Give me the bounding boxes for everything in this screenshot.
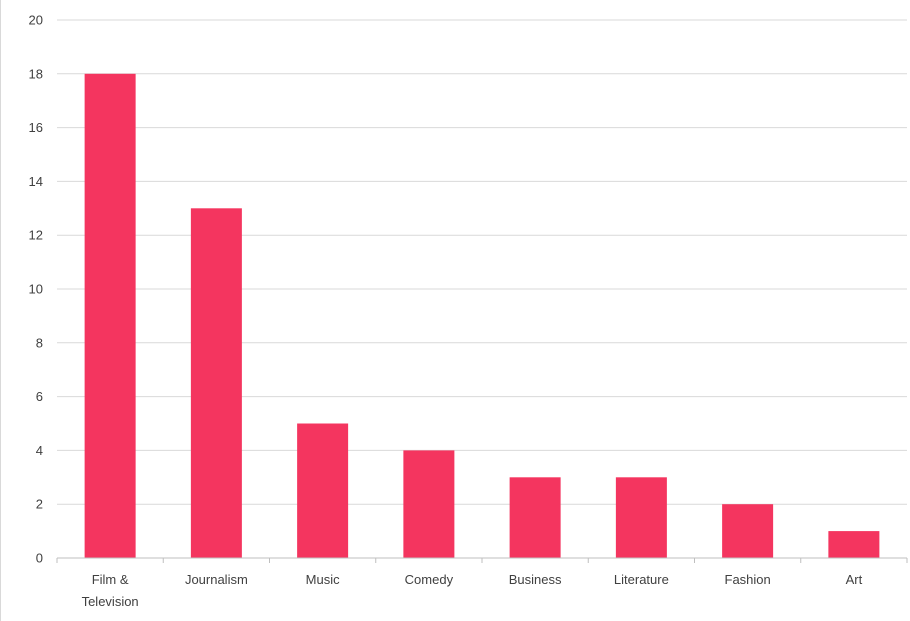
x-tick-label: Art xyxy=(846,572,863,587)
bar xyxy=(722,504,774,558)
y-tick-label: 20 xyxy=(29,13,43,28)
x-tick-label: Television xyxy=(82,594,139,609)
x-tick-label: Business xyxy=(509,572,562,587)
bar xyxy=(615,477,667,558)
y-tick-label: 14 xyxy=(29,174,43,189)
bar xyxy=(190,208,242,559)
gridlines xyxy=(57,19,907,505)
x-tick-label: Comedy xyxy=(405,572,454,587)
y-tick-label: 2 xyxy=(36,497,43,512)
y-tick-label: 16 xyxy=(29,120,43,135)
bar xyxy=(509,477,561,558)
bar xyxy=(84,73,136,559)
y-tick-label: 18 xyxy=(29,66,43,81)
y-tick-label: 0 xyxy=(36,551,43,566)
x-tick-label: Film & xyxy=(92,572,129,587)
bar xyxy=(297,423,349,558)
y-tick-label: 6 xyxy=(36,389,43,404)
y-tick-label: 4 xyxy=(36,443,43,458)
bars xyxy=(84,73,880,559)
x-tick-label: Music xyxy=(306,572,340,587)
x-tick-label: Fashion xyxy=(725,572,771,587)
bar xyxy=(828,531,880,558)
y-tick-label: 8 xyxy=(36,335,43,350)
x-tick-labels: Film & Television Journalism Music Comedy Bus… xyxy=(82,572,863,609)
y-tick-labels: 0 2 4 6 8 10 12 14 16 18 20 xyxy=(29,13,43,566)
bar xyxy=(403,450,455,558)
y-tick-label: 12 xyxy=(29,228,43,243)
y-tick-label: 10 xyxy=(29,282,43,297)
x-tick-label: Literature xyxy=(614,572,669,587)
x-tick-label: Journalism xyxy=(185,572,248,587)
axes xyxy=(56,557,908,563)
